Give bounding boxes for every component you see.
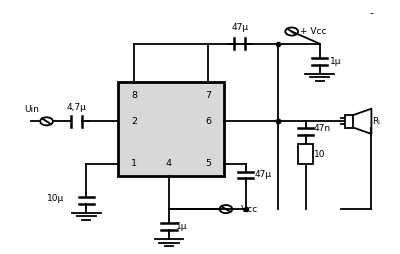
Text: 1: 1 <box>131 159 137 168</box>
Text: 6: 6 <box>205 117 211 126</box>
Text: Uin: Uin <box>25 105 40 114</box>
Text: 10: 10 <box>314 150 325 159</box>
Text: 4: 4 <box>166 159 172 168</box>
Text: 47n: 47n <box>314 124 331 133</box>
Text: 2: 2 <box>131 117 137 126</box>
Text: - Vcc: - Vcc <box>235 205 257 214</box>
Text: 4,7µ: 4,7µ <box>66 103 86 112</box>
Text: 47µ: 47µ <box>255 170 272 180</box>
Text: Rₗ: Rₗ <box>372 117 380 126</box>
Text: 10µ: 10µ <box>47 195 64 203</box>
Bar <box>118 82 224 176</box>
Text: 1µ: 1µ <box>176 222 188 231</box>
Text: 1µ: 1µ <box>330 57 341 66</box>
Bar <box>298 144 313 164</box>
Text: 5: 5 <box>205 159 211 168</box>
Text: 47µ: 47µ <box>231 23 248 31</box>
Bar <box>345 115 354 128</box>
Text: + Vcc: + Vcc <box>300 27 327 36</box>
Text: 7: 7 <box>205 91 211 100</box>
Text: 8: 8 <box>131 91 137 100</box>
Text: -: - <box>370 8 374 18</box>
